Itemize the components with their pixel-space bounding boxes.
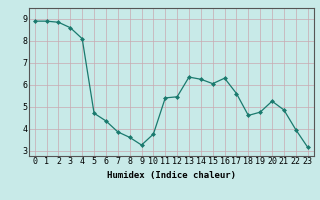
X-axis label: Humidex (Indice chaleur): Humidex (Indice chaleur) (107, 171, 236, 180)
